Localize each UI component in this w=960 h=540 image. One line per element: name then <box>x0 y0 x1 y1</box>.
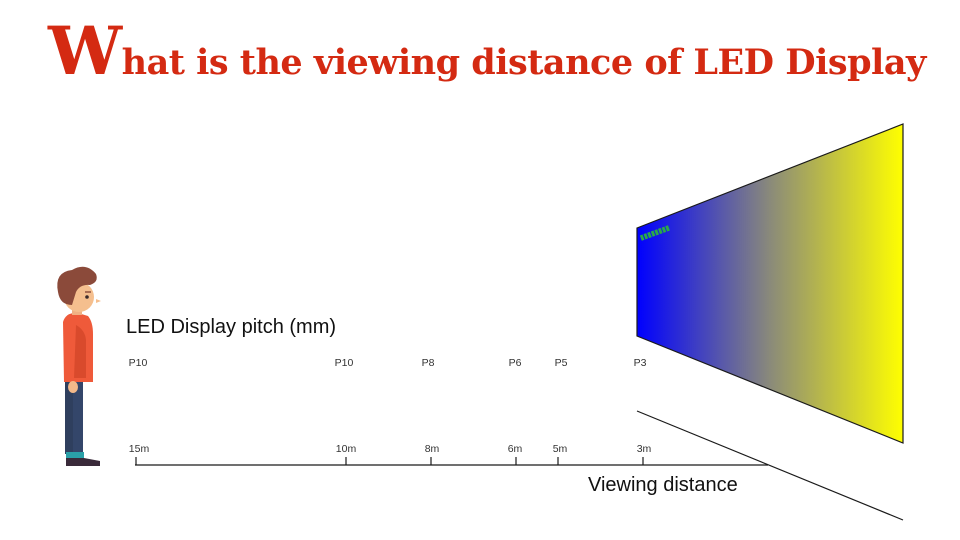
person-illustration <box>57 266 101 466</box>
distance-tick-label: 6m <box>507 443 523 455</box>
distance-tick-label: 3m <box>636 443 652 455</box>
pitch-label: P3 <box>633 357 647 369</box>
pitch-label: P10 <box>128 357 148 369</box>
pitch-label: P8 <box>421 357 435 369</box>
distance-tick-label: 5m <box>552 443 568 455</box>
distance-tick-label: 8m <box>424 443 440 455</box>
distance-axis-title: Viewing distance <box>588 474 738 496</box>
title-rest: hat is the viewing distance of LED Displ… <box>121 42 927 83</box>
distance-tick-label: 15m <box>128 443 150 455</box>
floor-line <box>636 410 904 521</box>
distance-axis <box>135 457 768 466</box>
led-screen: ▮▮▮▮▮▮▮▮ <box>636 123 904 444</box>
title-first-letter: W <box>48 12 122 90</box>
distance-tick-label: 10m <box>335 443 357 455</box>
pitch-label: P6 <box>508 357 522 369</box>
page-title: What is the viewing distance of LED Disp… <box>48 18 926 84</box>
pitch-label: P5 <box>554 357 568 369</box>
pitch-label: P10 <box>334 357 354 369</box>
pitch-axis-title: LED Display pitch (mm) <box>126 316 337 338</box>
